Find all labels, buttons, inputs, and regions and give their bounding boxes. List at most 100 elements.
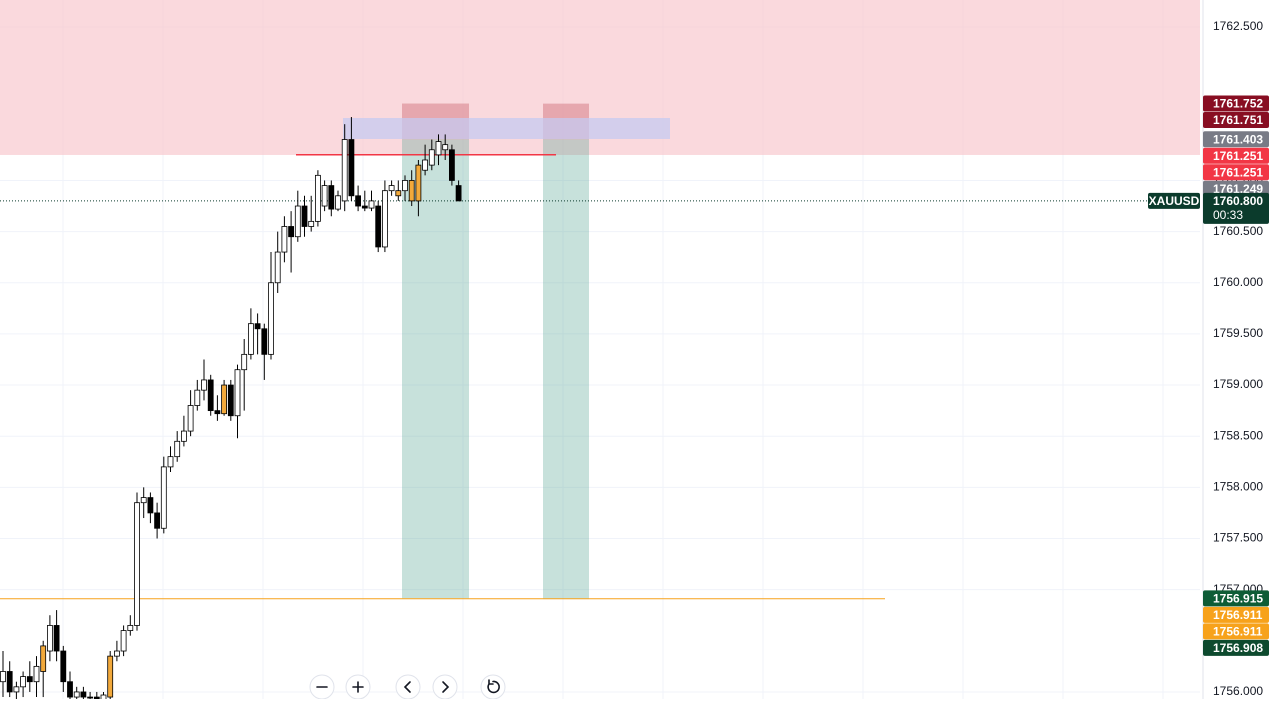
toolbar: [309, 674, 506, 700]
reset-button[interactable]: [480, 674, 506, 700]
candle-body: [120, 630, 127, 652]
price-label-box: [1203, 590, 1269, 607]
highlight-box: [343, 118, 670, 139]
candle-body: [294, 205, 301, 238]
candle-body: [241, 353, 248, 371]
candle-body: [435, 141, 442, 156]
price-label: 1761.751: [1213, 113, 1263, 127]
candle-body: [422, 159, 429, 171]
candle-body: [455, 185, 462, 202]
price-axis: 1762.5001761.0001760.5001760.0001759.500…: [1148, 0, 1269, 699]
candle-body: [268, 282, 274, 355]
candle-body: [140, 497, 147, 504]
candle-body: [402, 180, 408, 192]
price-label-box: [1203, 606, 1269, 623]
y-tick-label: 1758.000: [1213, 480, 1263, 494]
candle-body: [221, 384, 228, 415]
price-label: 1761.752: [1213, 97, 1263, 111]
drawings: [0, 0, 1200, 600]
candle-body: [147, 497, 154, 514]
price-label-box: [1203, 112, 1269, 129]
price-label: 1761.251: [1213, 149, 1263, 163]
candle-body: [368, 200, 375, 209]
price-label-box: [1203, 95, 1269, 112]
candle-body: [321, 185, 328, 207]
price-label-box: [1203, 623, 1269, 640]
candle-body: [167, 456, 174, 468]
price-label: 1761.249: [1213, 182, 1263, 196]
candle-body: [107, 655, 114, 698]
candle-body: [388, 185, 395, 192]
candle-body: [281, 226, 288, 253]
candle-body: [361, 205, 368, 209]
price-label: 1756.915: [1213, 592, 1263, 606]
candle-body: [114, 650, 120, 657]
candle-body: [100, 694, 107, 701]
candle-body: [73, 691, 80, 698]
candle-body: [247, 323, 254, 355]
candle-body: [201, 379, 207, 391]
price-label-box: [1203, 131, 1269, 148]
candle-body: [13, 686, 20, 693]
y-tick-label: 1757.500: [1213, 531, 1263, 545]
price-label-box: [1203, 180, 1269, 197]
candle-body: [234, 369, 241, 417]
price-label: 1761.251: [1213, 165, 1263, 179]
candle-body: [375, 205, 382, 248]
candle-body: [288, 226, 295, 238]
candle-body: [448, 149, 455, 181]
candle-body: [428, 149, 435, 166]
candle-body: [207, 379, 214, 412]
symbol-box: [1148, 192, 1200, 209]
candle-body: [26, 676, 33, 683]
candle-body: [194, 389, 201, 406]
y-tick-label: 1760.500: [1213, 224, 1263, 238]
candle-body: [20, 676, 27, 688]
price-label: 1756.911: [1213, 608, 1263, 622]
candle-body: [355, 195, 362, 207]
candle-body: [274, 251, 281, 284]
candle-body: [47, 625, 53, 652]
price-label-box: [1203, 639, 1269, 656]
zoom-out-button[interactable]: [309, 674, 335, 700]
candle-body: [160, 466, 167, 529]
target-zone: [402, 139, 469, 599]
y-tick-label: 1759.000: [1213, 377, 1263, 391]
candles: [0, 117, 462, 703]
y-tick-label: 1760.000: [1213, 275, 1263, 289]
candle-body: [214, 410, 221, 415]
candle-body: [53, 625, 60, 652]
scroll-right-button[interactable]: [432, 674, 458, 700]
y-tick-label: 1758.500: [1213, 428, 1263, 442]
zoom-in-button[interactable]: [345, 674, 371, 700]
last-price-label: 1760.800: [1213, 194, 1263, 208]
candle-body: [227, 384, 234, 417]
price-label-box: [1203, 164, 1269, 181]
scroll-left-button[interactable]: [395, 674, 421, 700]
candle-body: [314, 174, 321, 222]
price-label: 1756.911: [1213, 625, 1263, 639]
candle-body: [335, 195, 341, 210]
symbol-label: XAUUSD: [1149, 194, 1200, 208]
candle-body: [80, 691, 87, 698]
candle-body: [341, 139, 348, 202]
y-tick-label: 1759.500: [1213, 326, 1263, 340]
candle-body: [33, 665, 40, 683]
candle-body: [381, 190, 388, 248]
last-price-box: [1203, 192, 1269, 224]
candle-body: [442, 144, 449, 151]
price-label: 1761.403: [1213, 132, 1263, 146]
y-tick-label: 1762.500: [1213, 19, 1263, 33]
target-zone: [543, 139, 589, 600]
candle-body: [127, 625, 134, 631]
price-label: 1756.908: [1213, 641, 1263, 655]
candle-body: [187, 405, 194, 432]
candle-body: [174, 440, 181, 458]
candle-body: [261, 328, 268, 355]
candle-body: [254, 323, 261, 330]
candle-body: [180, 430, 187, 442]
candle-body: [60, 650, 67, 683]
candle-body: [415, 164, 422, 202]
